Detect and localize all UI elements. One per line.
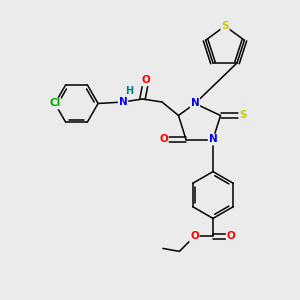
Text: Cl: Cl bbox=[49, 98, 61, 109]
Text: N: N bbox=[190, 98, 200, 109]
Text: S: S bbox=[221, 21, 229, 31]
Text: S: S bbox=[239, 110, 247, 121]
Text: O: O bbox=[190, 231, 199, 242]
Text: O: O bbox=[142, 75, 151, 85]
Text: O: O bbox=[159, 134, 168, 145]
Text: N: N bbox=[118, 97, 127, 107]
Text: N: N bbox=[208, 134, 217, 145]
Text: O: O bbox=[226, 231, 236, 242]
Text: H: H bbox=[125, 85, 134, 96]
